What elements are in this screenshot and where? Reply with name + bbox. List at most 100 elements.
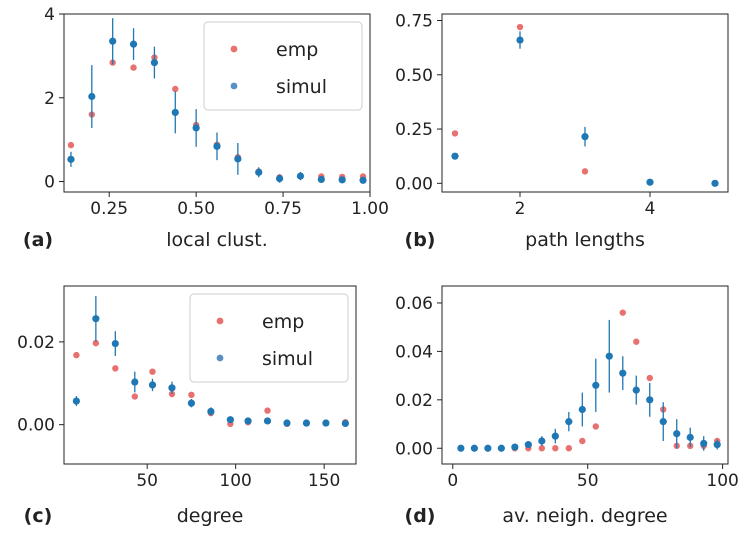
panel-label: (b)	[405, 229, 436, 251]
data-point-emp	[451, 130, 459, 137]
data-point-simul	[111, 339, 119, 348]
data-point-simul	[338, 176, 346, 184]
series-emp	[457, 309, 721, 452]
y-tick-label: 0.00	[395, 174, 433, 194]
legend-box	[203, 21, 363, 111]
data-point-simul	[322, 419, 330, 427]
data-point-simul	[646, 396, 654, 404]
data-point-simul	[207, 407, 215, 416]
data-point-simul	[578, 405, 586, 414]
data-point-simul	[484, 444, 492, 452]
y-tick-label: 0.00	[395, 439, 433, 459]
panel-b-path-lengths: 2 4 0.00 0.25 0.50 0.75 path lengths (b)	[395, 12, 729, 251]
x-axis-label: path lengths	[525, 229, 645, 251]
data-point-simul	[646, 178, 654, 186]
data-point-simul	[516, 36, 524, 44]
y-tick-label: 4	[44, 5, 55, 25]
x-axis-label: av. neigh. degree	[502, 505, 667, 527]
data-point-emp	[130, 64, 137, 71]
data-point-simul	[244, 417, 252, 425]
legend-label-simul: simul	[262, 348, 313, 370]
data-point-simul	[497, 444, 505, 452]
data-point-emp	[131, 393, 138, 400]
data-point-simul	[341, 419, 349, 428]
data-point-simul	[673, 430, 681, 438]
legend-marker-emp	[230, 45, 238, 53]
data-point-simul	[168, 384, 176, 392]
data-point-simul	[659, 418, 667, 426]
y-tick-label: 0	[44, 173, 55, 193]
data-point-simul	[317, 175, 325, 184]
data-point-emp	[579, 437, 586, 445]
data-point-simul	[632, 386, 640, 394]
plot-frame	[63, 285, 357, 465]
data-point-simul	[150, 58, 159, 67]
data-point-emp	[565, 445, 573, 452]
data-point-simul	[565, 418, 573, 426]
data-point-emp	[592, 423, 599, 430]
data-point-simul	[302, 419, 311, 427]
y-tick-label: 0.50	[395, 66, 433, 86]
data-point-simul	[88, 92, 96, 101]
legend-label-simul: simul	[276, 76, 327, 98]
data-point-emp	[538, 445, 546, 452]
x-tick-label: 0.50	[177, 199, 215, 219]
y-tick-label: 2	[44, 89, 55, 109]
data-point-simul	[686, 433, 694, 441]
data-point-simul	[148, 381, 157, 389]
x-tick-label: 100	[706, 471, 738, 491]
plot-frame	[441, 13, 729, 193]
y-tick-label: 0.04	[395, 342, 433, 362]
data-point-emp	[264, 407, 271, 414]
data-point-emp	[172, 85, 179, 93]
data-point-simul	[275, 174, 284, 183]
x-tick-label: 50	[577, 471, 599, 491]
data-point-simul	[283, 419, 291, 427]
legend-marker-simul	[230, 82, 238, 90]
y-tick-label: 0.02	[17, 333, 55, 353]
x-tick-label: 0	[447, 471, 458, 491]
data-point-emp	[619, 309, 626, 316]
data-point-simul	[92, 315, 100, 323]
data-point-emp	[112, 365, 119, 372]
data-point-emp	[516, 23, 524, 31]
data-point-simul	[263, 417, 272, 425]
data-point-simul	[551, 432, 559, 440]
data-point-simul	[67, 155, 75, 163]
data-point-simul	[72, 397, 80, 405]
data-point-emp	[552, 445, 559, 452]
plot-frame	[441, 285, 729, 465]
legend-label-emp: emp	[276, 39, 318, 61]
data-point-simul	[581, 133, 589, 141]
x-tick-label: 150	[308, 471, 340, 491]
data-point-simul	[524, 441, 532, 449]
panel-c-degree: 50 100 150 0.00 0.02 degree (c) emp simul	[17, 285, 357, 527]
legend-box	[189, 293, 349, 383]
data-point-simul	[457, 444, 465, 452]
plot-frame	[63, 13, 371, 193]
data-point-emp	[188, 391, 195, 399]
data-point-simul	[592, 381, 600, 389]
data-point-emp	[67, 141, 75, 149]
data-point-simul	[619, 369, 627, 377]
panel-label: (d)	[405, 505, 436, 527]
data-point-simul	[711, 179, 719, 187]
data-point-emp	[73, 351, 80, 359]
data-point-emp	[633, 338, 640, 345]
panel-label: (c)	[24, 505, 53, 527]
series-emp	[451, 23, 719, 187]
data-point-simul	[234, 155, 242, 163]
data-point-simul	[359, 176, 367, 184]
data-point-simul	[511, 443, 519, 451]
data-point-simul	[131, 378, 139, 386]
y-tick-label: 0.25	[395, 120, 433, 140]
x-tick-label: 4	[645, 199, 656, 219]
x-axis-label: degree	[177, 505, 244, 527]
data-point-simul	[226, 416, 234, 424]
x-tick-label: 0.25	[90, 199, 128, 219]
legend-marker-emp	[216, 317, 224, 325]
data-point-emp	[646, 374, 653, 382]
y-tick-label: 0.02	[395, 391, 433, 411]
panel-d-avg-neighbor-degree: 0 50 100 0.00 0.02 0.04 0.06 av. neigh. degree (…	[395, 285, 739, 527]
y-tick-label: 0.06	[395, 294, 433, 314]
